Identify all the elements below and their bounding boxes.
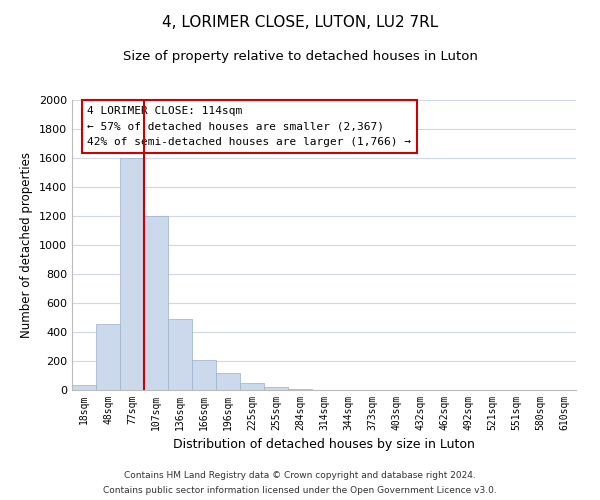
Bar xyxy=(240,384,264,390)
Bar xyxy=(216,372,240,390)
Bar xyxy=(192,360,216,390)
Bar xyxy=(120,158,144,390)
Text: 4, LORIMER CLOSE, LUTON, LU2 7RL: 4, LORIMER CLOSE, LUTON, LU2 7RL xyxy=(162,15,438,30)
Y-axis label: Number of detached properties: Number of detached properties xyxy=(20,152,34,338)
Bar xyxy=(144,216,168,390)
Bar xyxy=(168,319,192,390)
X-axis label: Distribution of detached houses by size in Luton: Distribution of detached houses by size … xyxy=(173,438,475,452)
Text: Size of property relative to detached houses in Luton: Size of property relative to detached ho… xyxy=(122,50,478,63)
Text: Contains public sector information licensed under the Open Government Licence v3: Contains public sector information licen… xyxy=(103,486,497,495)
Text: 4 LORIMER CLOSE: 114sqm
← 57% of detached houses are smaller (2,367)
42% of semi: 4 LORIMER CLOSE: 114sqm ← 57% of detache… xyxy=(87,106,411,147)
Bar xyxy=(96,324,120,390)
Bar xyxy=(72,385,96,390)
Bar xyxy=(264,387,288,390)
Text: Contains HM Land Registry data © Crown copyright and database right 2024.: Contains HM Land Registry data © Crown c… xyxy=(124,471,476,480)
